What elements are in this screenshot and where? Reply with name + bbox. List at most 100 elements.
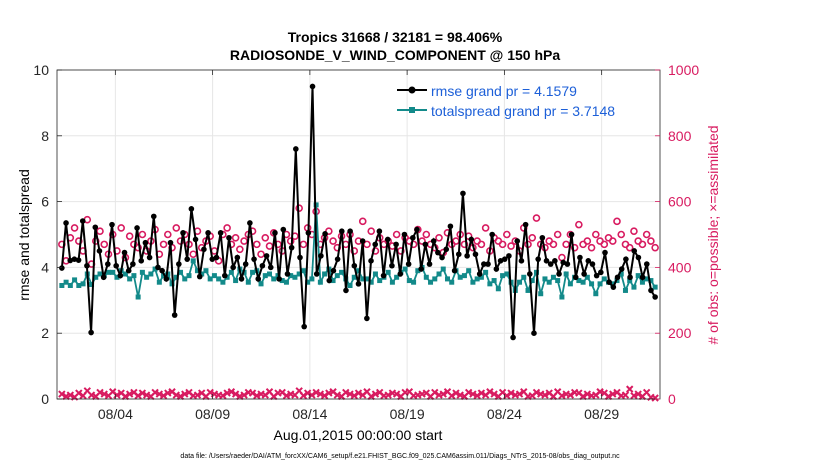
obs-possible-point	[549, 240, 558, 249]
totalspread-point	[347, 282, 353, 288]
rmse-point	[455, 251, 462, 258]
rmse-point	[247, 220, 253, 226]
totalspread-point	[500, 273, 506, 279]
obs-possible-point	[138, 230, 147, 239]
totalspread-point	[97, 271, 103, 277]
rmse-point	[113, 262, 119, 269]
x-axis-label: Aug.01,2015 00:00:00 start	[274, 427, 443, 443]
rmse-point	[623, 256, 629, 262]
x-tick-label: 08/04	[98, 406, 133, 422]
rmse-point	[263, 253, 270, 259]
totalspread-point	[351, 274, 357, 280]
legend-rmse-marker	[408, 86, 416, 94]
rmse-point	[146, 254, 153, 261]
obs-possible-point	[392, 230, 401, 239]
rmse-point	[226, 234, 232, 241]
totalspread-point	[461, 273, 467, 279]
totalspread-point	[207, 276, 213, 282]
obs-assimilated-point	[634, 390, 642, 398]
totalspread-point	[622, 287, 628, 293]
totalspread-point	[148, 271, 154, 277]
rmse-point	[518, 258, 525, 264]
rmse-point	[389, 262, 395, 269]
rmse-point	[280, 226, 287, 233]
obs-possible-point	[481, 224, 490, 232]
rmse-point	[485, 261, 491, 267]
y-axis-left-label: rmse and totalspread	[16, 169, 32, 301]
rmse-point	[384, 236, 391, 243]
obs-possible-point	[528, 233, 537, 242]
totalspread-point	[610, 281, 616, 287]
rmse-point	[63, 220, 69, 226]
rmse-point	[447, 223, 454, 230]
rmse-point	[531, 330, 537, 337]
obs-possible-point	[460, 240, 469, 249]
rmse-point	[443, 246, 450, 253]
rmse-point	[276, 276, 282, 282]
y-left-tick-label: 8	[41, 128, 49, 144]
totalspread-point	[415, 268, 421, 274]
plot-area	[57, 70, 660, 399]
obs-possible-point	[422, 230, 431, 239]
rmse-point	[347, 228, 353, 235]
totalspread-point	[110, 269, 116, 275]
chart-title-line1: Tropics 31668 / 32181 = 98.406%	[288, 29, 503, 45]
obs-assimilated-point	[566, 391, 575, 399]
rmse-point	[217, 230, 224, 236]
rmse-point	[259, 262, 266, 269]
rmse-point	[79, 218, 86, 224]
rmse-point	[481, 261, 487, 267]
totalspread-point	[394, 274, 400, 280]
obs-assimilated-point	[541, 391, 549, 399]
rmse-point	[635, 254, 642, 261]
obs-possible-point	[498, 240, 507, 249]
rmse-point	[138, 258, 145, 264]
rmse-point	[318, 253, 324, 259]
obs-assimilated-point	[384, 391, 392, 399]
rmse-point	[547, 261, 554, 267]
obs-possible-point	[638, 240, 647, 249]
totalspread-point	[521, 274, 527, 280]
totalspread-point	[406, 278, 412, 284]
totalspread-point	[80, 281, 86, 287]
totalspread-point	[385, 269, 391, 275]
obs-assimilated-point	[240, 391, 248, 399]
totalspread-point	[114, 274, 120, 280]
totalspread-point	[339, 269, 345, 275]
obs-assimilated-point	[159, 392, 168, 400]
totalspread-point	[423, 274, 429, 280]
rmse-point	[84, 262, 90, 269]
rmse-point	[230, 264, 236, 271]
obs-possible-point	[503, 230, 511, 239]
obs-assimilated-point	[320, 392, 329, 400]
obs-possible-point	[367, 227, 376, 236]
totalspread-point	[156, 279, 162, 285]
totalspread-point	[250, 269, 256, 275]
rmse-point	[150, 213, 157, 220]
totalspread-point	[305, 279, 311, 285]
totalspread-point	[436, 271, 442, 277]
obs-assimilated-point	[299, 392, 308, 400]
totalspread-point	[440, 266, 446, 272]
rmse-point	[472, 251, 479, 258]
totalspread-point	[525, 287, 531, 293]
rmse-point	[606, 279, 612, 286]
totalspread-point	[648, 278, 654, 284]
obs-assimilated-point	[473, 392, 481, 400]
x-tick-label: 08/19	[390, 406, 425, 422]
obs-possible-point	[562, 240, 570, 249]
totalspread-point	[470, 279, 476, 285]
rmse-point	[414, 226, 420, 233]
obs-possible-point	[532, 214, 541, 222]
rmse-point	[222, 272, 228, 279]
rmse-point	[297, 254, 303, 261]
obs-possible-point	[613, 217, 621, 226]
rmse-point	[130, 261, 136, 267]
rmse-point	[142, 239, 149, 246]
rmse-point	[556, 271, 562, 277]
obs-assimilated-point	[350, 392, 358, 400]
obs-assimilated-point	[486, 388, 494, 396]
rmse-point	[305, 230, 312, 236]
totalspread-point	[542, 276, 548, 282]
